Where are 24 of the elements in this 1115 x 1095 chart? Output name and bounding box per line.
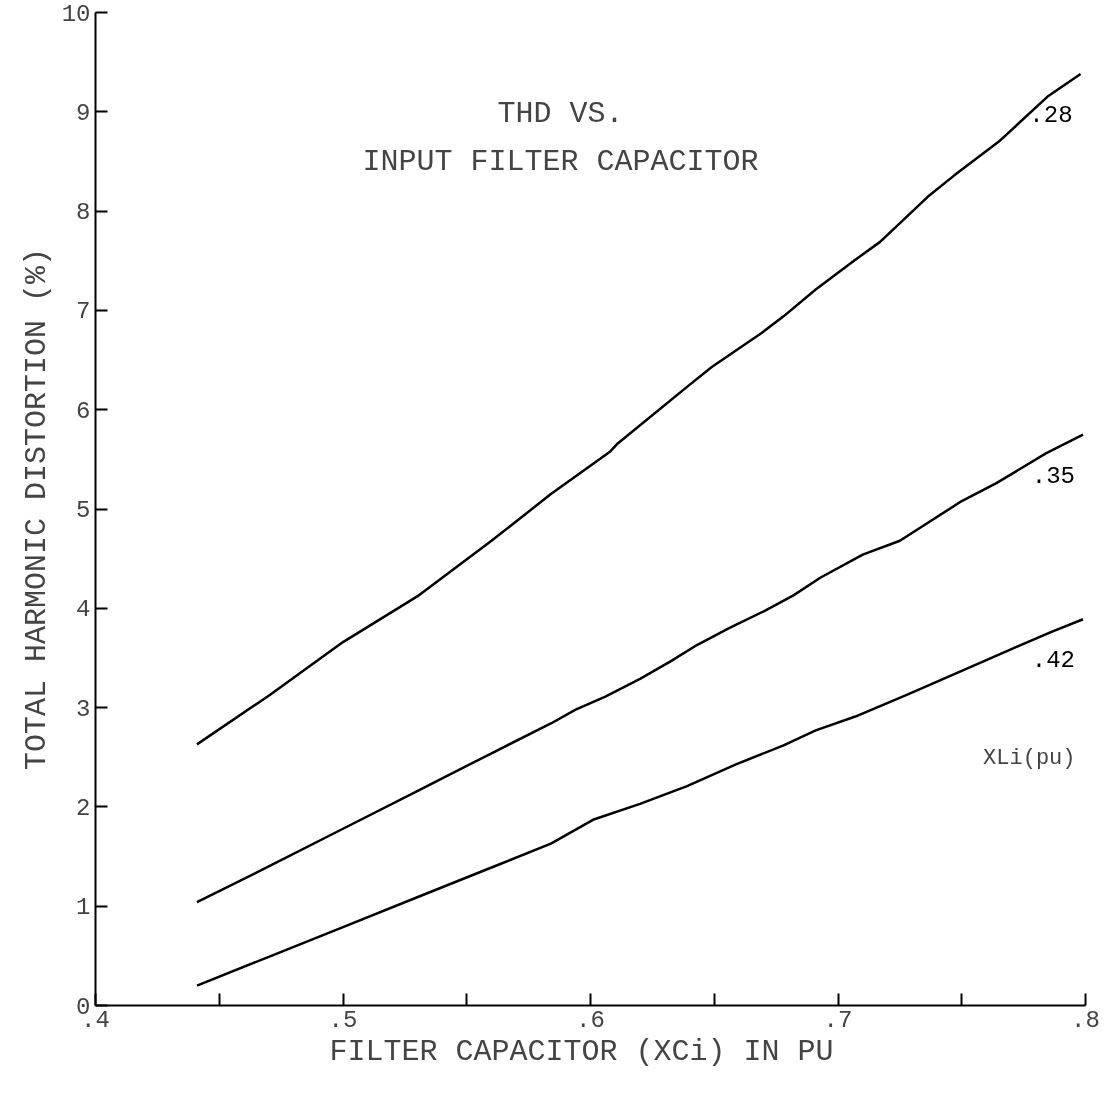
y-tick-label: 9: [76, 99, 91, 127]
text: THD VS. INPUT FILTER CAPACITOR: [362, 96, 759, 179]
annotation: XLi(pu): [983, 745, 1076, 771]
x-axis-title: FILTER CAPACITOR (XCi) IN PU: [329, 1034, 834, 1069]
y-tick-label: 8: [76, 199, 91, 227]
y-tick-label: 2: [76, 794, 91, 822]
series-label: .42: [1031, 647, 1076, 675]
x-tick-label: .8: [1071, 1006, 1100, 1034]
y-tick-label: 1: [76, 894, 91, 922]
y-axis-title: TOTAL HARMONIC DISTORTION (%): [19, 247, 54, 771]
line-series: [195, 617, 1085, 987]
line-series: [195, 433, 1085, 904]
x-tick-label: .5: [328, 1006, 358, 1034]
y-tick-label: 7: [76, 298, 91, 326]
y-tick-label: 10: [61, 0, 91, 28]
series-label: .35: [1031, 462, 1076, 490]
y-tick-label: 4: [76, 596, 91, 624]
line-series: [195, 72, 1082, 746]
y-tick-label: 3: [76, 695, 91, 723]
series-label: .28: [1029, 102, 1073, 130]
y-tick-label: 6: [76, 397, 91, 425]
y-tick-label: 5: [76, 497, 91, 524]
x-tick-label: .6: [576, 1006, 605, 1034]
x-tick-label: .7: [823, 1006, 853, 1034]
